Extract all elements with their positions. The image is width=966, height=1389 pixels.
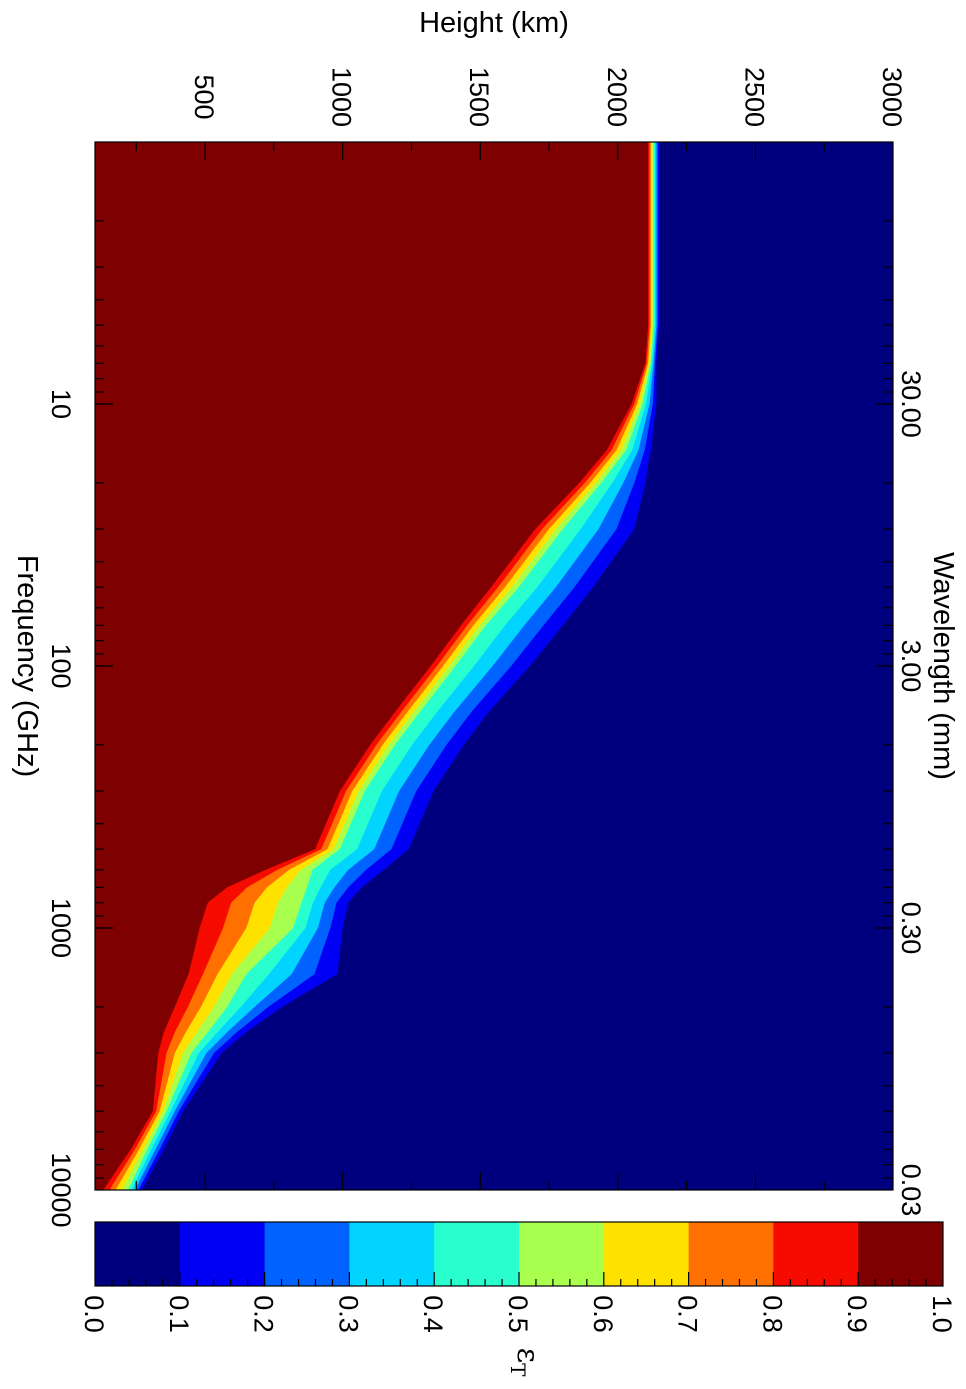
colorbar-segment bbox=[773, 1222, 859, 1286]
colorbar-title-symbol: ε bbox=[510, 1348, 545, 1364]
colorbar-tick-label: 0.6 bbox=[588, 1295, 618, 1333]
height-tick-label: 1000 bbox=[327, 67, 357, 127]
x-axis-top-title: Wavelength (mm) bbox=[927, 552, 959, 780]
colorbar: 0.0 0.1 0.2 0.3 0.4 0.5 0.6 0.7 0.8 0.9 1.0 bbox=[79, 1222, 957, 1333]
band-eps-0.9 bbox=[95, 142, 649, 1190]
height-tick-label: 3000 bbox=[877, 67, 907, 127]
svg-text:εT: εT bbox=[506, 1348, 545, 1378]
height-tick-label: 2000 bbox=[602, 67, 632, 127]
colorbar-tick-label: 0.9 bbox=[842, 1295, 872, 1333]
colorbar-tick-label: 0.1 bbox=[164, 1295, 194, 1333]
freq-tick-label: 100 bbox=[46, 643, 76, 688]
freq-tick-label: 1000 bbox=[46, 898, 76, 958]
colorbar-segment bbox=[603, 1222, 690, 1286]
colorbar-segment bbox=[858, 1222, 944, 1286]
colorbar-segment bbox=[349, 1222, 435, 1286]
wave-tick-label: 3.00 bbox=[896, 640, 926, 693]
colorbar-tick-label: 0.8 bbox=[757, 1295, 787, 1333]
colorbar-title-subscript: T bbox=[506, 1363, 530, 1377]
plot-area bbox=[95, 142, 893, 1190]
colorbar-segment bbox=[95, 1222, 181, 1286]
wave-tick-label: 30.00 bbox=[896, 370, 926, 438]
freq-tick-label: 10000 bbox=[46, 1152, 76, 1227]
colorbar-tick-label: 0.4 bbox=[418, 1295, 448, 1333]
colorbar-tick-label: 0.5 bbox=[503, 1295, 533, 1333]
tick-layer: 10 100 1000 10000 30.00 3.00 0.30 0.03 500 1000 15… bbox=[46, 67, 926, 1228]
wave-tick-label: 0.30 bbox=[896, 902, 926, 955]
x-axis-bottom-title: Frequency (GHz) bbox=[11, 555, 43, 777]
colorbar-tick-label: 0.0 bbox=[79, 1295, 109, 1333]
height-tick-label: 500 bbox=[189, 74, 219, 119]
freq-tick-label: 10 bbox=[46, 389, 76, 419]
colorbar-segment bbox=[179, 1222, 266, 1286]
colorbar-tick-label: 1.0 bbox=[927, 1295, 957, 1333]
colorbar-title: εT bbox=[506, 1348, 545, 1378]
height-tick-label: 2500 bbox=[739, 67, 769, 127]
colorbar-segment bbox=[434, 1222, 520, 1286]
colorbar-tick-label: 0.7 bbox=[673, 1295, 703, 1333]
wave-tick-label: 0.03 bbox=[896, 1164, 926, 1217]
colorbar-segment bbox=[264, 1222, 350, 1286]
colorbar-tick-label: 0.2 bbox=[249, 1295, 279, 1333]
colorbar-segment bbox=[688, 1222, 774, 1286]
height-tick-label: 1500 bbox=[464, 67, 494, 127]
y-axis-title: Height (km) bbox=[419, 7, 569, 39]
colorbar-frame bbox=[94, 1221, 944, 1287]
colorbar-tick-label: 0.3 bbox=[333, 1295, 363, 1333]
colorbar-segment bbox=[519, 1222, 605, 1286]
